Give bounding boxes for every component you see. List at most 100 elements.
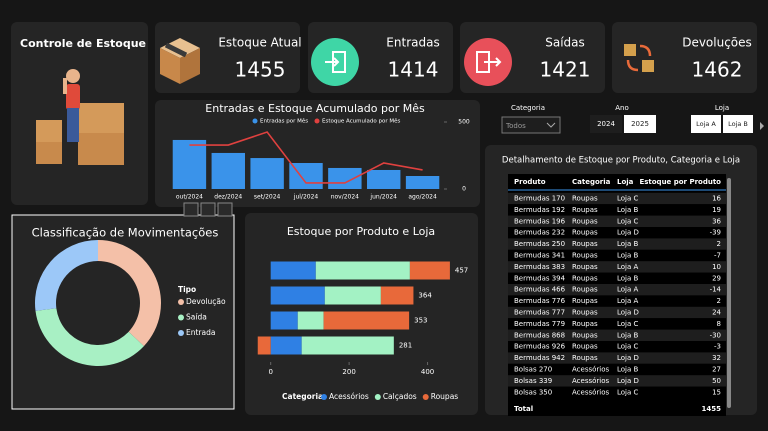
- x-tick-label: set/2024: [254, 194, 281, 201]
- filter-label: Loja: [715, 104, 729, 112]
- table-cell: Roupas: [572, 309, 598, 317]
- store-button[interactable]: [691, 115, 721, 133]
- table-cell: -14: [710, 286, 722, 294]
- table-cell: Loja D: [617, 377, 639, 385]
- bar-segment: [270, 261, 316, 280]
- table-cell: Loja C: [617, 217, 639, 225]
- legend-swatch: [321, 394, 327, 400]
- table-row: [508, 238, 726, 250]
- x-tick-label: jun/2024: [369, 194, 397, 201]
- legend-swatch: [178, 299, 184, 305]
- table-cell: Bolsas 350: [514, 388, 552, 396]
- table-cell: 24: [712, 309, 721, 317]
- y-tick-label: 500: [458, 119, 470, 126]
- bar-segment: [297, 311, 324, 330]
- table-cell: -39: [710, 229, 721, 237]
- legend-label: Acessórios: [329, 392, 369, 401]
- table-cell: 2: [717, 297, 721, 305]
- table-cell: 19: [712, 206, 721, 214]
- table-cell: Loja C: [617, 343, 639, 351]
- table-cell: Bermudas 394: [514, 274, 566, 282]
- table-cell: 16: [712, 195, 721, 203]
- year-button[interactable]: [624, 115, 656, 133]
- table-cell: Bolsas 270: [514, 366, 552, 374]
- bar-segment: [270, 286, 325, 305]
- legend-label: Entrada: [186, 328, 215, 337]
- table-row: [508, 192, 726, 205]
- table-cell: 8: [717, 320, 721, 328]
- legend-label: Calçados: [383, 392, 417, 401]
- bar: [250, 158, 284, 189]
- table-cell: 32: [712, 354, 721, 362]
- bar-segment: [257, 336, 271, 355]
- legend-swatch: [422, 394, 429, 400]
- scroll-arrow[interactable]: [760, 122, 764, 130]
- donut-slice: [34, 240, 98, 311]
- table-row: [508, 261, 726, 273]
- store-button[interactable]: [723, 115, 753, 133]
- x-tick-label: nov/2024: [331, 194, 359, 201]
- legend-label: Entradas por Mês: [260, 118, 308, 125]
- table-cell: Bermudas 196: [514, 217, 566, 225]
- visual-toolbar[interactable]: [183, 202, 233, 217]
- legend-swatch: [374, 394, 381, 400]
- year-option: 2025: [631, 120, 649, 128]
- table-cell: 10: [712, 263, 721, 271]
- legend-label: Roupas: [431, 392, 459, 401]
- table-row: [508, 204, 726, 216]
- dropdown-arrow: [546, 122, 556, 128]
- table-row: [508, 284, 726, 296]
- table-cell: Loja B: [617, 240, 639, 248]
- table-cell: Roupas: [572, 263, 598, 271]
- donut-slice: [35, 308, 144, 366]
- dropdown-value: Todos: [505, 122, 526, 130]
- table-cell: Bermudas 383: [514, 263, 565, 271]
- dashboard-title: Controle de Estoque: [20, 37, 146, 50]
- bar-segment: [409, 261, 450, 280]
- total-label: 281: [399, 342, 412, 350]
- column-header: Produto: [514, 178, 546, 186]
- column-header: Loja: [617, 178, 634, 186]
- dropdown[interactable]: [501, 116, 561, 134]
- table-cell: Acessórios: [572, 366, 610, 374]
- table-title: Detalhamento de Estoque por Produto, Cat…: [502, 156, 740, 166]
- table-row: [508, 341, 726, 353]
- card-value: 1414: [388, 58, 439, 82]
- table-cell: Loja C: [617, 195, 639, 203]
- legend-swatch: [252, 118, 258, 124]
- table-cell: 15: [712, 388, 721, 396]
- table-cell: -3: [714, 343, 721, 351]
- bar-segment: [270, 336, 302, 355]
- table-row: [508, 329, 726, 341]
- icon-box: [160, 38, 200, 84]
- table-cell: Bolsas 339: [514, 377, 552, 385]
- icon-devolucoes: [624, 44, 654, 72]
- table-row: [508, 249, 726, 262]
- table-cell: Bermudas 170: [514, 195, 565, 203]
- table-cell: Bermudas 232: [514, 229, 565, 237]
- table-cell: -7: [714, 252, 721, 260]
- year-button[interactable]: [590, 115, 622, 133]
- table-cell: Bermudas 192: [514, 206, 565, 214]
- x-tick-label: 400: [421, 368, 434, 376]
- table-cell: Loja A: [617, 297, 639, 305]
- table-cell: Acessórios: [572, 377, 610, 385]
- chart-title: Classificação de Movimentações: [32, 226, 219, 240]
- table-row: [508, 215, 726, 227]
- bar-segment: [270, 311, 298, 330]
- table-cell: Roupas: [572, 229, 598, 237]
- x-tick-label: jul/2024: [293, 194, 319, 201]
- card-value: 1462: [692, 58, 743, 82]
- total-label: 353: [414, 317, 427, 325]
- total-value: 1455: [702, 405, 722, 413]
- table-cell: Loja B: [617, 274, 639, 282]
- table-cell: Acessórios: [572, 388, 610, 396]
- scrollbar[interactable]: [727, 178, 731, 408]
- bar: [172, 139, 207, 189]
- bar: [405, 176, 440, 189]
- table-cell: Roupas: [572, 286, 598, 294]
- card-panel: [612, 22, 757, 93]
- table-cell: Loja D: [617, 354, 639, 362]
- table-cell: Loja A: [617, 286, 639, 294]
